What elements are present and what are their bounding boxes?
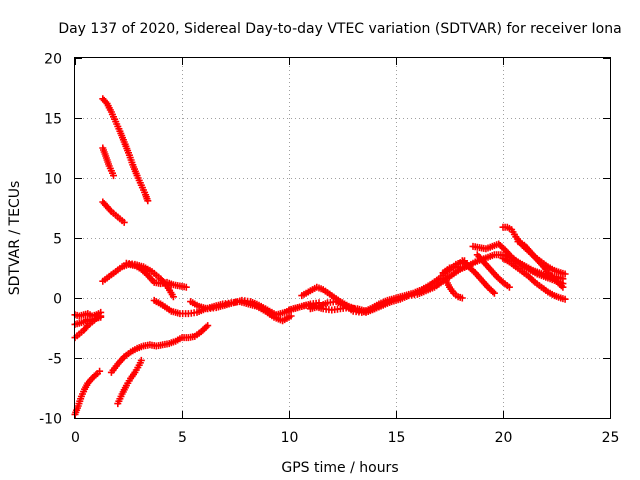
series-track-21 [441,275,466,302]
data-point [458,294,466,302]
grid [75,58,610,418]
data-point [561,270,569,278]
data-point [287,312,295,320]
y-axis-label: SDTVAR / TECUs [7,181,23,296]
data-point [505,283,513,291]
y-tick-label: -5 [48,352,62,368]
data-point [490,289,498,297]
series-track-5 [99,95,152,205]
data-point [182,283,190,291]
series-track-8 [99,260,190,291]
series-track-6 [99,144,117,180]
y-tick-label: 5 [53,232,62,248]
data-point [137,356,145,364]
axes: 0 5 10 15 20 25 -10 -5 0 5 10 15 20 [39,52,619,447]
y-tick-label: 20 [44,52,62,68]
series-track-10 [107,322,212,376]
x-tick-label: 0 [71,430,80,446]
series-track-23 [473,251,513,291]
x-tick-label: 25 [602,430,620,446]
plot-frame [74,57,611,419]
series-track-24 [514,238,567,291]
x-tick-label: 15 [388,430,406,446]
x-tick-label: 20 [495,430,513,446]
data-point [120,218,128,226]
series-track-22 [458,257,498,297]
chart-title: Day 137 of 2020, Sidereal Day-to-day VTE… [58,21,621,37]
y-tick-label: 15 [44,112,62,128]
series-track-9 [122,259,177,301]
data-point [110,172,117,180]
x-tick-label: 10 [281,430,299,446]
data-point [144,197,152,205]
data-point [169,293,177,301]
series-track-7 [99,198,128,226]
data-point [96,367,104,375]
y-tick-label: 10 [44,172,62,188]
series-track-11 [114,356,145,408]
x-tick-label: 5 [178,430,187,446]
data-point [561,295,569,303]
data-point [97,313,105,321]
y-tick-label: -10 [39,412,62,428]
data-point [559,283,567,291]
series-track-20 [499,254,569,303]
data-series [71,95,569,418]
x-axis-label: GPS time / hours [281,460,398,476]
series-track-4 [71,313,105,328]
series-track-1 [71,367,104,418]
y-tick-label: 0 [53,292,62,308]
data-point [204,322,212,330]
